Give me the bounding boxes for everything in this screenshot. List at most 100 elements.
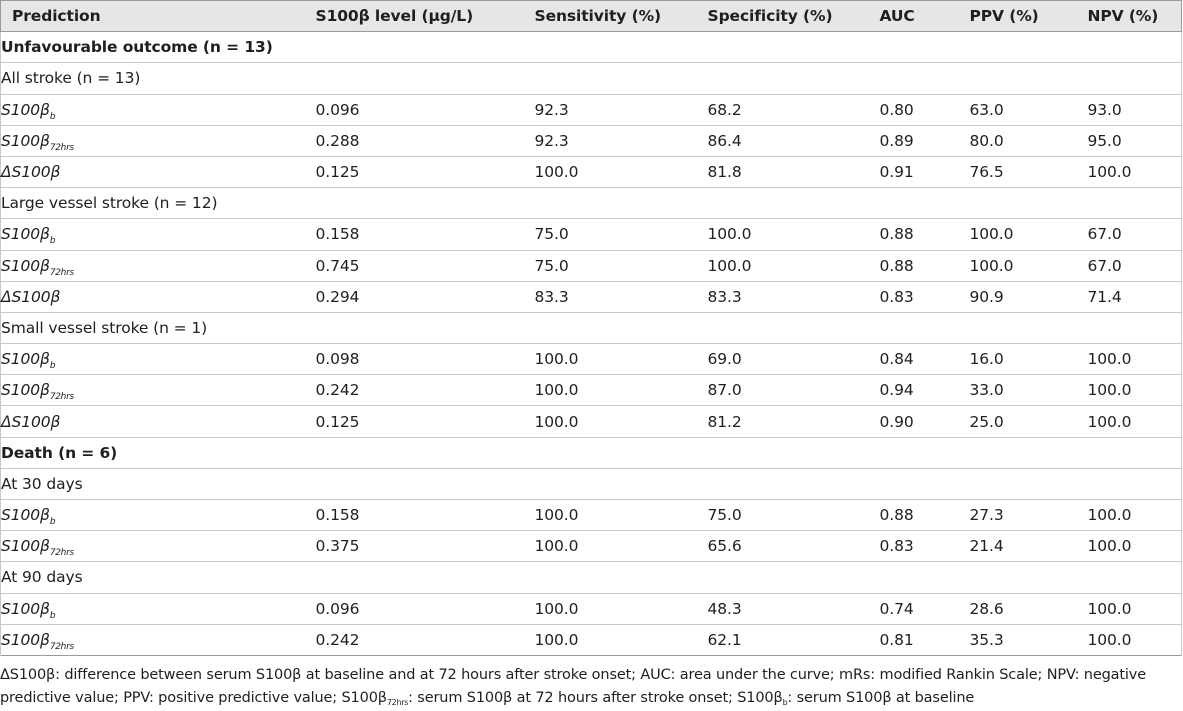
footnote-text: : serum S100β at baseline bbox=[787, 690, 975, 706]
s100b-level-cell: 0.125 bbox=[315, 163, 360, 182]
measure-subscript: 72hrs bbox=[49, 392, 74, 403]
header-npv: NPV (%) bbox=[1087, 0, 1182, 33]
measure-label: ΔS100β bbox=[0, 156, 316, 188]
footnote-text: predictive value; PPV: positive predicti… bbox=[0, 690, 387, 706]
measure-subscript: 72hrs bbox=[49, 142, 74, 153]
sensitivity-cell: 100.0 bbox=[534, 381, 579, 400]
specificity-cell: 65.6 bbox=[707, 537, 742, 556]
subsection-heading: All stroke (n = 13) bbox=[0, 62, 1182, 95]
footnote-subscript: 72hrs bbox=[386, 698, 409, 707]
s100b-level-cell: 0.096 bbox=[315, 599, 360, 618]
sensitivity-cell: 92.3 bbox=[534, 131, 569, 150]
table-row: S100βb 0.158 75.0 100.0 0.88 100.0 67.0 bbox=[0, 218, 1182, 250]
table-row: S100βb 0.096 100.0 48.3 0.74 28.6 100.0 bbox=[0, 593, 1182, 625]
measure-name: S100β bbox=[1, 537, 50, 556]
ppv-cell: 100.0 bbox=[969, 256, 1014, 275]
measure-label: S100β72hrs bbox=[0, 624, 316, 656]
ppv-cell: 100.0 bbox=[969, 225, 1014, 244]
measure-label: ΔS100β bbox=[0, 281, 316, 313]
sensitivity-cell: 92.3 bbox=[534, 100, 569, 119]
measure-label: S100βb bbox=[0, 94, 316, 126]
npv-cell: 100.0 bbox=[1087, 374, 1182, 406]
header-auc: AUC bbox=[879, 0, 970, 33]
table-row: ΔS100β 0.125 100.0 81.2 0.90 25.0 100.0 bbox=[0, 405, 1182, 438]
npv-cell: 100.0 bbox=[1087, 593, 1182, 625]
subsection-row: All stroke (n = 13) bbox=[0, 62, 1182, 95]
footnote-line-1: ΔS100β: difference between serum S100β a… bbox=[0, 667, 1146, 683]
ppv-cell: 33.0 bbox=[969, 381, 1004, 400]
measure-subscript: b bbox=[49, 610, 56, 621]
measure-name: S100β bbox=[1, 256, 50, 275]
measure-label: S100β72hrs bbox=[0, 530, 316, 562]
s100b-level-cell: 0.294 bbox=[315, 287, 360, 306]
measure-label: S100β72hrs bbox=[0, 250, 316, 282]
auc-cell: 0.89 bbox=[879, 131, 914, 150]
ppv-cell: 28.6 bbox=[969, 599, 1004, 618]
measure-name: ΔS100β bbox=[1, 163, 61, 182]
header-prediction: Prediction bbox=[0, 0, 316, 33]
ppv-cell: 90.9 bbox=[969, 287, 1004, 306]
subsection-heading: At 90 days bbox=[0, 561, 1182, 594]
measure-label: S100β72hrs bbox=[0, 125, 316, 157]
measure-subscript: b bbox=[49, 361, 56, 372]
subsection-row: At 30 days bbox=[0, 468, 1182, 500]
footnote-text: : serum S100β at 72 hours after stroke o… bbox=[408, 690, 783, 706]
sensitivity-cell: 75.0 bbox=[534, 225, 569, 244]
ppv-cell: 35.3 bbox=[969, 630, 1004, 649]
specificity-cell: 68.2 bbox=[707, 100, 742, 119]
measure-subscript: b bbox=[49, 517, 56, 528]
measure-subscript: 72hrs bbox=[49, 641, 74, 652]
sensitivity-cell: 83.3 bbox=[534, 287, 569, 306]
section-heading: Death (n = 6) bbox=[0, 437, 1182, 469]
auc-cell: 0.88 bbox=[879, 225, 914, 244]
auc-cell: 0.81 bbox=[879, 630, 914, 649]
s100b-level-cell: 0.098 bbox=[315, 350, 360, 369]
ppv-cell: 80.0 bbox=[969, 131, 1004, 150]
ppv-cell: 25.0 bbox=[969, 412, 1004, 431]
measure-name: ΔS100β bbox=[1, 412, 61, 431]
specificity-cell: 75.0 bbox=[707, 506, 742, 525]
measure-label: S100β72hrs bbox=[0, 374, 316, 406]
ppv-cell: 63.0 bbox=[969, 100, 1004, 119]
table-row: S100β72hrs 0.745 75.0 100.0 0.88 100.0 67.0 bbox=[0, 250, 1182, 282]
auc-cell: 0.88 bbox=[879, 256, 914, 275]
subsection-heading: At 30 days bbox=[0, 468, 1182, 500]
sensitivity-cell: 75.0 bbox=[534, 256, 569, 275]
header-sensitivity: Sensitivity (%) bbox=[534, 0, 708, 33]
s100b-level-cell: 0.242 bbox=[315, 381, 360, 400]
npv-cell: 100.0 bbox=[1087, 499, 1182, 531]
s100b-level-cell: 0.375 bbox=[315, 537, 360, 556]
npv-cell: 100.0 bbox=[1087, 530, 1182, 562]
measure-name: ΔS100β bbox=[1, 287, 61, 306]
subsection-row: Small vessel stroke (n = 1) bbox=[0, 312, 1182, 344]
s100b-level-cell: 0.125 bbox=[315, 412, 360, 431]
specificity-cell: 86.4 bbox=[707, 131, 742, 150]
footnote-line-2: predictive value; PPV: positive predicti… bbox=[0, 687, 1183, 710]
measure-label: ΔS100β bbox=[0, 405, 316, 438]
prediction-table: Prediction S100β level (µg/L) Sensitivit… bbox=[0, 0, 1182, 656]
measure-name: S100β bbox=[1, 350, 50, 369]
npv-cell: 100.0 bbox=[1087, 343, 1182, 375]
measure-label: S100βb bbox=[0, 593, 316, 625]
ppv-cell: 27.3 bbox=[969, 506, 1004, 525]
sensitivity-cell: 100.0 bbox=[534, 537, 579, 556]
measure-subscript: 72hrs bbox=[49, 548, 74, 559]
table-row: ΔS100β 0.125 100.0 81.8 0.91 76.5 100.0 bbox=[0, 156, 1182, 188]
specificity-cell: 87.0 bbox=[707, 381, 742, 400]
npv-cell: 67.0 bbox=[1087, 218, 1182, 250]
section-row: Unfavourable outcome (n = 13) bbox=[0, 31, 1182, 63]
auc-cell: 0.90 bbox=[879, 412, 914, 431]
table-row: S100β72hrs 0.288 92.3 86.4 0.89 80.0 95.0 bbox=[0, 125, 1182, 157]
footnote-subscript: b bbox=[782, 698, 788, 707]
npv-cell: 100.0 bbox=[1087, 624, 1182, 656]
auc-cell: 0.74 bbox=[879, 599, 914, 618]
specificity-cell: 62.1 bbox=[707, 630, 742, 649]
measure-label: S100βb bbox=[0, 343, 316, 375]
table-row: S100β72hrs 0.242 100.0 62.1 0.81 35.3 100.0 bbox=[0, 624, 1182, 656]
header-specificity: Specificity (%) bbox=[707, 0, 880, 33]
header-row: Prediction S100β level (µg/L) Sensitivit… bbox=[0, 0, 1182, 33]
subsection-row: Large vessel stroke (n = 12) bbox=[0, 187, 1182, 219]
header-ppv: PPV (%) bbox=[969, 0, 1088, 33]
measure-label: S100βb bbox=[0, 499, 316, 531]
